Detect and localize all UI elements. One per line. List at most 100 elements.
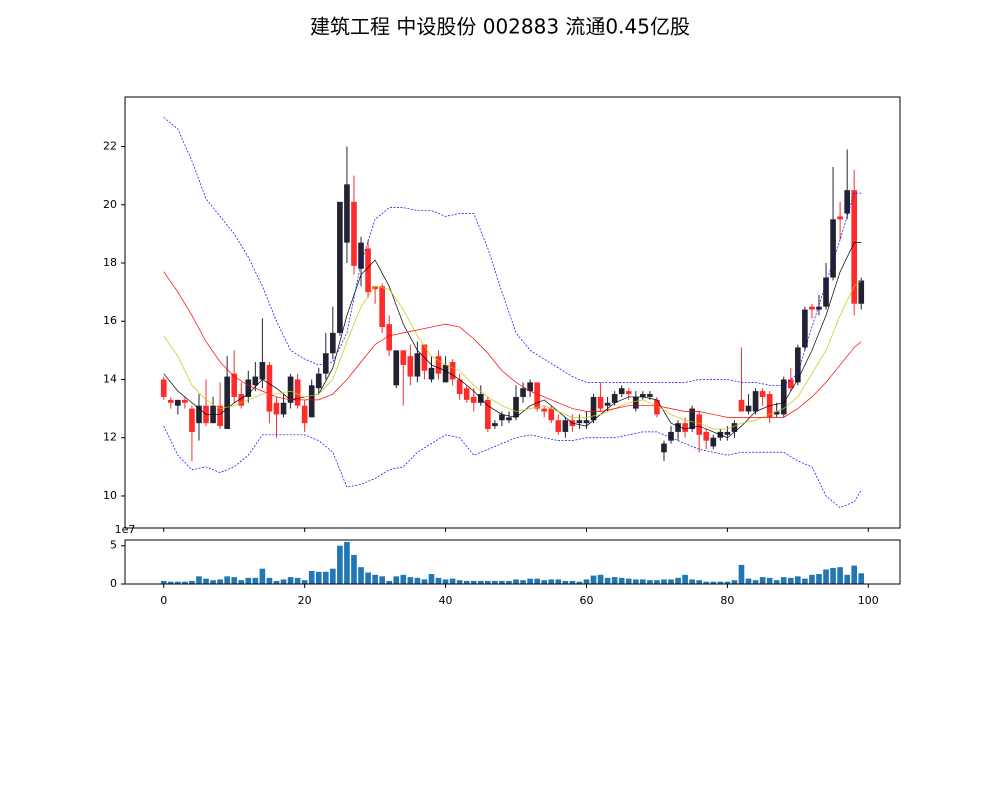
- volume-bar: [717, 581, 724, 584]
- volume-bar: [569, 580, 576, 584]
- candle-body: [252, 376, 259, 386]
- candle-body: [802, 309, 808, 348]
- y-tick-label: 0: [110, 577, 117, 590]
- volume-bar: [632, 579, 639, 584]
- candle-body: [724, 431, 731, 435]
- volume-bar: [851, 565, 858, 584]
- candle-body: [787, 379, 794, 389]
- x-tick-label: 0: [160, 594, 167, 607]
- volume-bar: [358, 567, 364, 584]
- volume-bar: [393, 576, 400, 584]
- volume-frame: [124, 539, 901, 585]
- volume-bar: [837, 567, 843, 584]
- volume-bar: [210, 580, 216, 584]
- candle-body: [823, 277, 829, 307]
- volume-bar: [442, 579, 449, 584]
- volume-bar: [682, 574, 688, 584]
- volume-bar: [604, 577, 611, 584]
- candle-body: [266, 364, 273, 412]
- candle-body: [182, 399, 188, 403]
- candle-body: [773, 411, 780, 415]
- candle-body: [555, 420, 562, 432]
- candle-body: [301, 405, 308, 424]
- volume-bar: [809, 574, 815, 584]
- y-tick-label: 10: [103, 489, 117, 502]
- candle-body: [809, 306, 815, 310]
- candle-body: [668, 431, 674, 441]
- volume-bar: [759, 577, 766, 584]
- candle-body: [273, 402, 280, 415]
- candle-body: [167, 399, 174, 403]
- candle-body: [837, 216, 843, 220]
- candle-body: [675, 423, 681, 432]
- candle-body: [386, 324, 393, 351]
- volume-bar: [456, 580, 463, 584]
- candle-body: [661, 443, 667, 453]
- volume-bar: [787, 577, 794, 584]
- candle-body: [851, 190, 858, 304]
- candle-body: [604, 402, 611, 406]
- volume-bar: [407, 577, 414, 584]
- indicator-line: [163, 425, 862, 509]
- candle-body: [618, 388, 625, 395]
- candle-body: [647, 394, 653, 397]
- volume-bar: [527, 578, 533, 584]
- volume-bar: [731, 580, 738, 584]
- candle-body: [548, 408, 555, 421]
- volume-bar: [301, 580, 308, 584]
- volume-bar: [703, 581, 710, 584]
- candle-body: [189, 408, 195, 432]
- candle-body: [224, 376, 230, 429]
- candle-body: [576, 420, 583, 424]
- volume-bar: [752, 580, 759, 584]
- volume-bar: [625, 578, 632, 584]
- candle-body: [365, 248, 371, 293]
- volume-bar: [780, 577, 787, 584]
- volume-bar: [710, 581, 717, 584]
- candle-body: [640, 394, 646, 397]
- candle-body: [731, 423, 738, 432]
- volume-bar: [499, 580, 505, 584]
- volume-bar: [520, 580, 526, 584]
- x-tick-label: 20: [298, 594, 312, 607]
- candle-body: [858, 280, 865, 304]
- candle-body: [456, 379, 463, 395]
- candle-body: [703, 431, 710, 441]
- volume-bar: [485, 580, 491, 584]
- volume-bar: [562, 580, 569, 584]
- volume-bar: [470, 580, 477, 584]
- candle-body: [816, 306, 822, 310]
- candle-body: [400, 350, 407, 365]
- volume-bar: [647, 580, 653, 584]
- volume-bar: [435, 577, 442, 584]
- volume-bar: [287, 577, 294, 584]
- candle-body: [506, 417, 512, 421]
- candle-body: [428, 367, 435, 380]
- candle-body: [759, 391, 766, 397]
- volume-bar: [773, 580, 780, 584]
- volume-bar: [858, 573, 865, 584]
- volume-bar: [252, 577, 259, 584]
- volume-bar: [224, 576, 230, 584]
- volume-bar: [541, 580, 548, 584]
- volume-bar: [661, 579, 667, 584]
- candle-body: [541, 408, 548, 412]
- candle-body: [238, 394, 245, 406]
- volume-bar: [315, 571, 322, 584]
- volume-bar: [724, 581, 731, 584]
- candle-body: [463, 388, 470, 400]
- candle-body: [315, 373, 322, 389]
- volume-bar: [372, 574, 378, 584]
- volume-bar: [640, 579, 646, 584]
- candle-body: [590, 396, 597, 421]
- indicator-line: [163, 271, 862, 418]
- volume-bar: [576, 581, 583, 584]
- volume-bar: [477, 580, 484, 584]
- candle-body: [520, 388, 526, 397]
- volume-bar: [167, 581, 174, 584]
- volume-bar: [175, 581, 181, 584]
- candle-body: [379, 286, 385, 328]
- y-tick-label: 12: [103, 431, 117, 444]
- volume-bar: [379, 576, 385, 584]
- volume-bar: [597, 574, 604, 584]
